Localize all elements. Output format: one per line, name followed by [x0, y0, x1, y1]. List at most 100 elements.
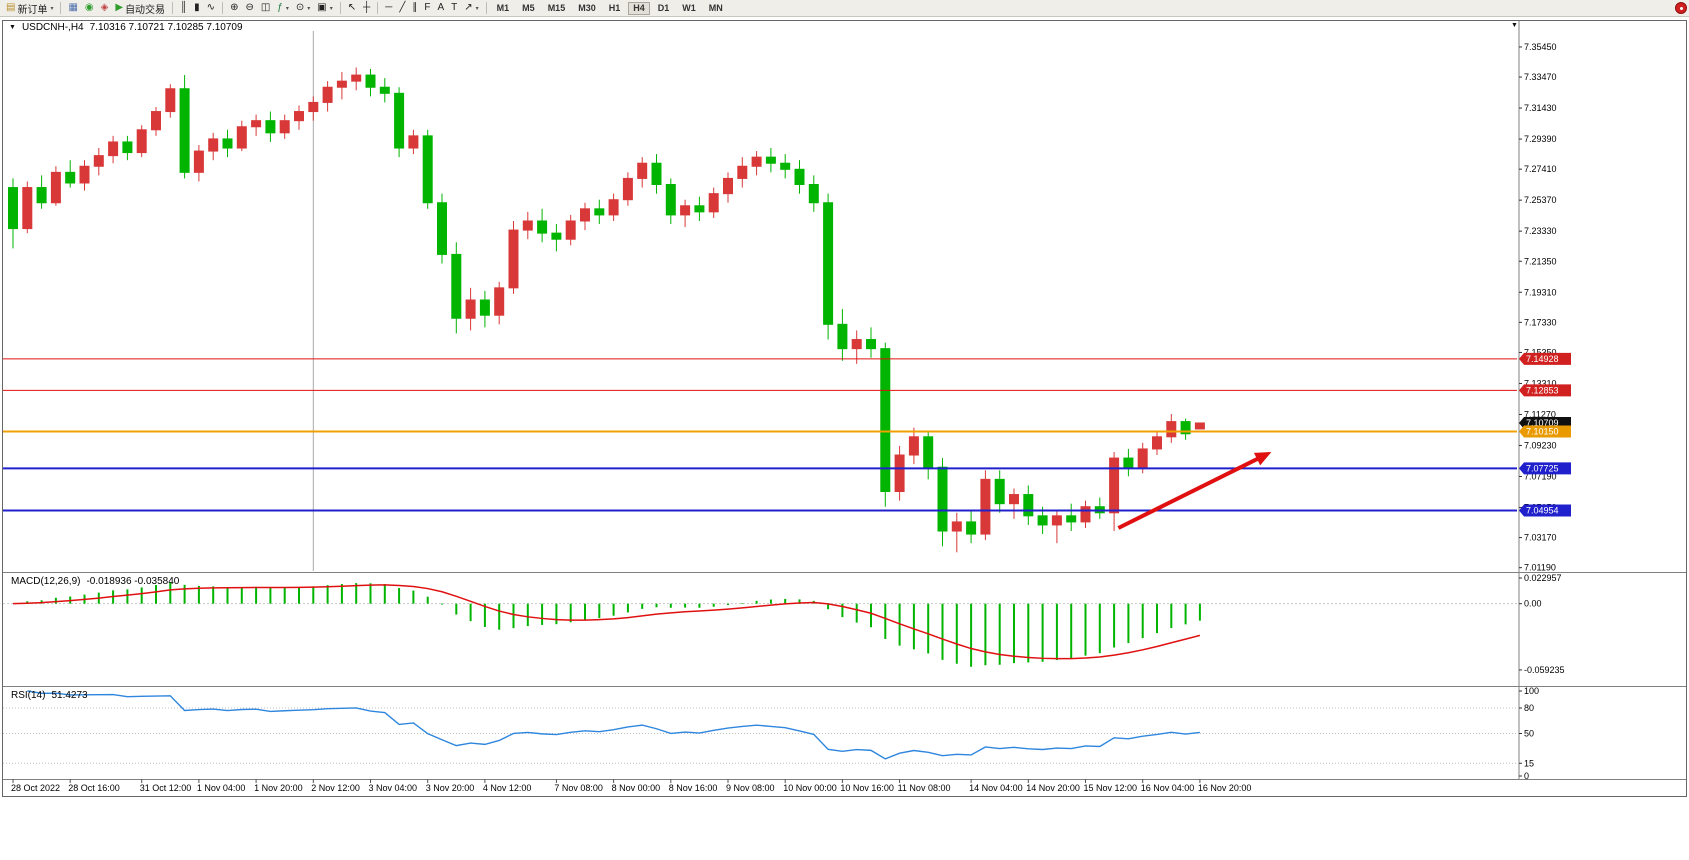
- price-badge-label: 7.10709: [1526, 418, 1559, 428]
- auto-trading-button[interactable]: ▶ 自动交易: [112, 1, 168, 16]
- candle-body: [351, 74, 362, 82]
- zoom-out-button[interactable]: ⊖: [242, 1, 256, 16]
- price-badge[interactable]: [1519, 425, 1571, 438]
- toolbar-separator: [222, 2, 224, 14]
- candle-body: [294, 111, 304, 122]
- timeframe-m1-button[interactable]: M1: [496, 2, 510, 13]
- candle-body: [994, 478, 1005, 505]
- crosshair-button[interactable]: ┼: [360, 1, 373, 16]
- cursor-icon: ↖: [347, 2, 357, 13]
- date-axis-label: 3 Nov 04:00: [369, 783, 418, 793]
- candle-body: [551, 232, 562, 240]
- bar-chart-button[interactable]: ║: [177, 1, 190, 16]
- candle-body: [651, 162, 662, 186]
- timeframe-m15-button[interactable]: M15: [547, 2, 566, 13]
- rsi-scale-label: 15: [1524, 758, 1534, 768]
- price-badge[interactable]: [1519, 462, 1571, 475]
- price-axis-label: 7.15350: [1524, 347, 1557, 357]
- chart-window: 7.35450 7.33470 7.31430 7.29390 7.27410 7.253…: [2, 20, 1687, 797]
- candle-body: [580, 208, 590, 222]
- candle-body: [79, 165, 90, 184]
- dropdown-arrow-icon: ▾: [307, 5, 311, 12]
- candle-body: [894, 454, 905, 493]
- trendline-button[interactable]: ╱: [396, 1, 408, 16]
- zoom-in-button[interactable]: ⊕: [227, 1, 241, 16]
- line-chart-button[interactable]: ∿: [204, 1, 218, 16]
- price-badge[interactable]: [1519, 352, 1571, 365]
- price-badge[interactable]: [1519, 384, 1571, 397]
- candle-body: [1051, 515, 1062, 526]
- candle-body: [1180, 421, 1191, 435]
- candle-body: [1009, 494, 1019, 505]
- toolbar-separator: [377, 2, 379, 14]
- rsi-line: [27, 690, 1200, 760]
- candle-body: [165, 88, 176, 113]
- candle-body: [794, 168, 805, 186]
- rsi-scale-label: 50: [1524, 729, 1534, 739]
- text-label-button[interactable]: T: [448, 1, 460, 16]
- news-button[interactable]: ◈: [98, 1, 112, 16]
- candle-body: [694, 205, 705, 213]
- price-axis-label: 7.11270: [1524, 409, 1556, 419]
- timeframe-h1-button[interactable]: H1: [608, 2, 621, 13]
- date-axis-label: 16 Nov 04:00: [1141, 783, 1195, 793]
- trend-arrow-head[interactable]: [1253, 451, 1272, 466]
- toolbar: ▤ 新订单 ▾ ▦ ◉ ◈ ▶ 自动交易 ║ ▮ ∿ ⊕ ⊖ ◫ ƒ ▾ ⊙ ▾ ▣ ▾ ↖ ┼ ─ ╱ ∥ F A T ↗ ▾ M1 M5 M…: [0, 0, 1689, 17]
- candle-body: [222, 138, 233, 149]
- candle-body: [1080, 506, 1091, 523]
- candle-body: [179, 88, 190, 173]
- indicators-button[interactable]: ƒ ▾: [274, 1, 292, 16]
- rsi-scale-label: 100: [1524, 686, 1539, 696]
- arrows-button[interactable]: ↗ ▾: [461, 1, 481, 16]
- sound-alert-button[interactable]: ◉: [82, 1, 97, 16]
- chart-window-icon: ▦: [68, 2, 78, 13]
- trend-arrow[interactable]: [1117, 455, 1262, 530]
- timeframe-m5-button[interactable]: M5: [522, 2, 535, 13]
- fibonacci-button[interactable]: F: [421, 1, 433, 16]
- candle-body: [937, 466, 948, 532]
- candle-body: [866, 339, 876, 350]
- date-axis-label: 3 Nov 20:00: [426, 783, 475, 793]
- price-scale-menu-icon[interactable]: ▼: [1511, 22, 1518, 29]
- toolbar-separator: [172, 2, 174, 14]
- arrow-symbol-icon: ↗: [464, 2, 473, 13]
- macd-scale-label: 0.00: [1524, 599, 1542, 609]
- toolbar-separator: [60, 2, 62, 14]
- channel-button[interactable]: ∥: [409, 1, 420, 16]
- price-badge[interactable]: [1519, 504, 1571, 517]
- chart-canvas[interactable]: 7.35450 7.33470 7.31430 7.29390 7.27410 7.253…: [3, 21, 1686, 796]
- date-axis-label: 14 Nov 04:00: [969, 783, 1023, 793]
- periods-button[interactable]: ⊙ ▾: [293, 1, 313, 16]
- macd-signal-line: [12, 584, 1201, 660]
- candle-body: [565, 220, 576, 240]
- charts-window-button[interactable]: ▦: [65, 1, 80, 16]
- horizontal-line-button[interactable]: ─: [382, 1, 395, 16]
- tile-windows-button[interactable]: ◫: [258, 1, 273, 16]
- new-order-button[interactable]: ▤ 新订单 ▾: [3, 1, 56, 16]
- templates-button[interactable]: ▣ ▾: [314, 1, 335, 16]
- price-axis-label: 7.25370: [1524, 195, 1557, 205]
- candle-body: [437, 202, 447, 255]
- chart-dropdown-icon[interactable]: ▼: [9, 24, 16, 31]
- notification-badge[interactable]: [1675, 2, 1687, 14]
- macd-scale-label: 0.022957: [1524, 573, 1562, 583]
- timeframe-w1-button[interactable]: W1: [682, 2, 696, 13]
- candle-body: [823, 202, 834, 325]
- price-axis-label: 7.27410: [1524, 164, 1557, 174]
- speaker-icon: ◉: [84, 2, 94, 13]
- timeframe-d1-button[interactable]: D1: [657, 2, 670, 13]
- timeframe-h4-button[interactable]: H4: [628, 1, 650, 15]
- price-badge-label: 7.10150: [1526, 426, 1559, 436]
- timeframe-m30-button[interactable]: M30: [578, 2, 596, 13]
- price-axis-label: 7.03170: [1524, 533, 1557, 543]
- candle-body: [951, 521, 962, 532]
- horizontal-line-icon: ─: [385, 2, 393, 13]
- text-button[interactable]: A: [434, 1, 447, 16]
- auto-trading-button-label: 自动交易: [125, 4, 166, 16]
- candle-body: [208, 138, 219, 152]
- candle-body: [494, 287, 505, 316]
- candlestick-chart-button[interactable]: ▮: [191, 1, 203, 16]
- cursor-button[interactable]: ↖: [345, 1, 359, 16]
- date-axis-label: 15 Nov 12:00: [1084, 783, 1138, 793]
- timeframe-mn-button[interactable]: MN: [708, 2, 723, 13]
